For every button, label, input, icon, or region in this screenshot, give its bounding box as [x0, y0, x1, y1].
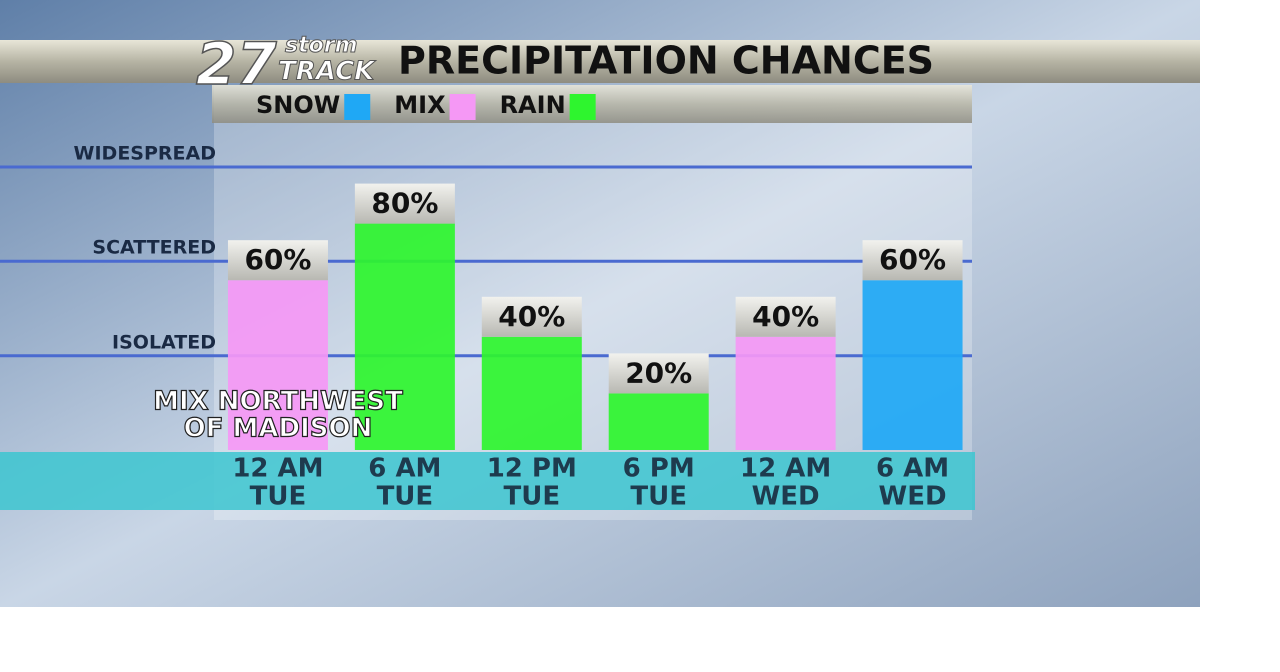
category-strip	[0, 452, 975, 510]
annotation: MIX NORTHWEST	[153, 387, 403, 417]
y-tick-label: ISOLATED	[112, 331, 216, 353]
value-label: 80%	[371, 187, 438, 220]
x-tick-label: TUE	[250, 482, 307, 512]
legend-label: SNOW	[256, 91, 340, 119]
logo-top: storm	[285, 33, 358, 58]
x-tick-label: 6 AM	[368, 454, 441, 484]
value-label: 20%	[625, 356, 692, 389]
y-tick-label: SCATTERED	[92, 237, 216, 259]
value-label-box	[735, 296, 836, 337]
bar	[354, 223, 455, 450]
bar	[227, 280, 328, 450]
value-label-box	[862, 240, 963, 281]
bar	[608, 393, 709, 450]
x-tick-label: 12 AM	[232, 454, 323, 484]
bar	[735, 336, 836, 450]
plot-panel	[214, 85, 972, 520]
x-tick-label: 6 PM	[623, 454, 695, 484]
x-tick-label: 12 AM	[740, 454, 831, 484]
value-label: 60%	[879, 243, 946, 276]
bar	[862, 280, 963, 450]
x-tick-label: WED	[752, 482, 820, 512]
value-label: 40%	[752, 300, 819, 333]
legend-swatch	[449, 94, 476, 120]
x-tick-label: 12 PM	[487, 454, 577, 484]
logo-number: 27	[196, 30, 277, 98]
value-label-box	[227, 240, 328, 281]
value-label: 60%	[244, 243, 311, 276]
x-tick-label: TUE	[630, 482, 687, 512]
bar	[481, 336, 582, 450]
x-tick-label: TUE	[503, 482, 560, 512]
x-tick-label: WED	[879, 482, 947, 512]
x-tick-label: 6 AM	[876, 454, 949, 484]
value-label-box	[354, 183, 455, 224]
y-tick-label: WIDESPREAD	[74, 143, 216, 165]
title-bar	[0, 40, 1200, 83]
legend-label: MIX	[394, 91, 446, 119]
legend-swatch	[569, 94, 596, 120]
x-tick-label: TUE	[377, 482, 434, 512]
legend-swatch	[344, 94, 371, 120]
annotation: OF MADISON	[184, 414, 373, 444]
logo-bottom: TRACK	[278, 57, 376, 87]
value-label-box	[608, 353, 709, 394]
legend-label: RAIN	[500, 91, 566, 119]
value-label-box	[481, 296, 582, 337]
chart-title: PRECIPITATION CHANCES	[398, 39, 934, 83]
value-label: 40%	[498, 300, 565, 333]
